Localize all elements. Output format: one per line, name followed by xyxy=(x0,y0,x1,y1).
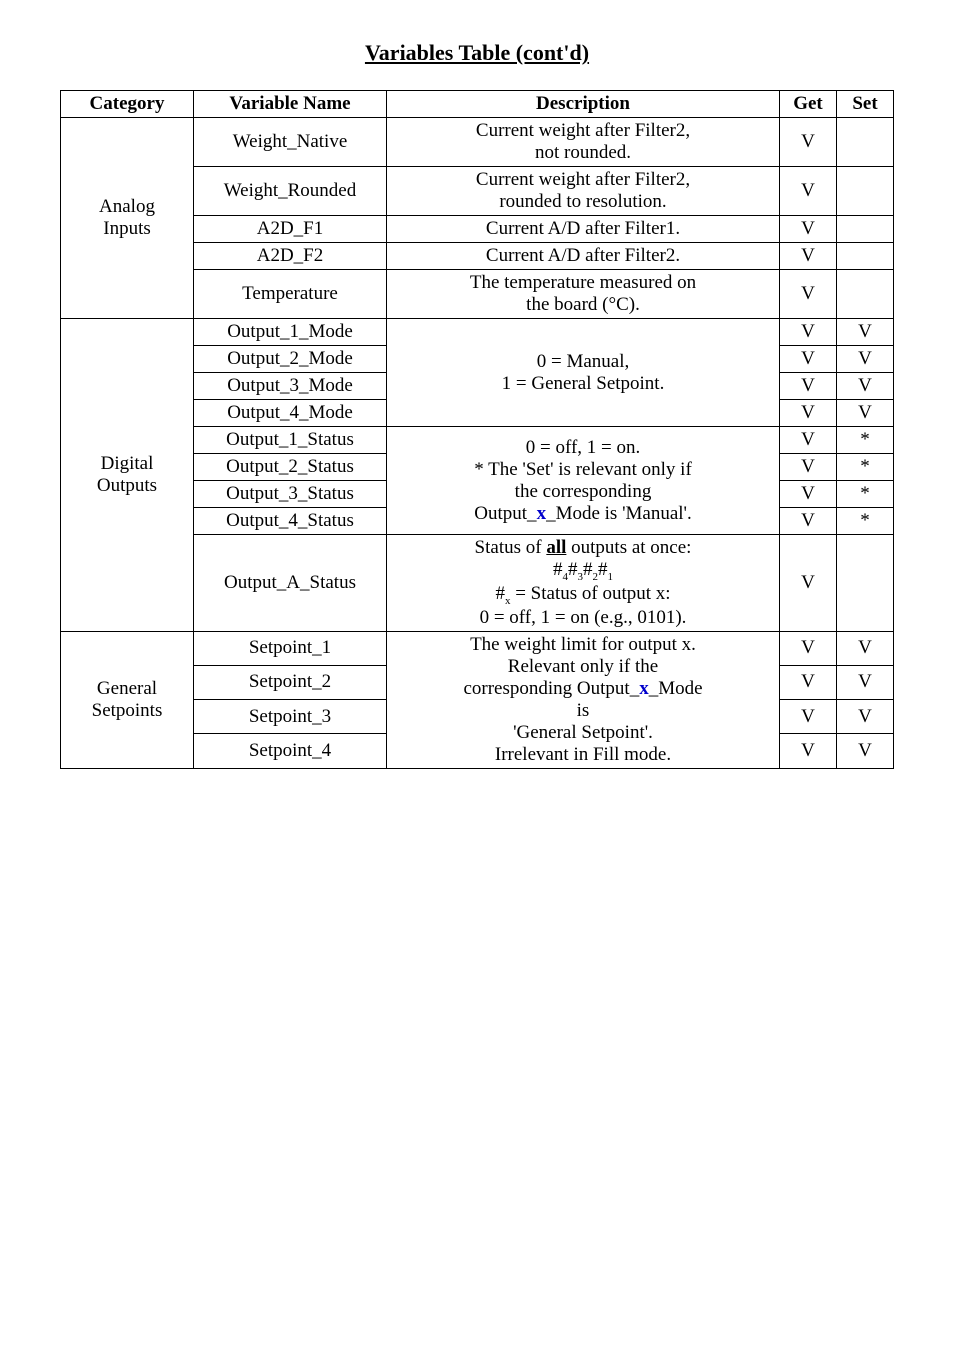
table-row: Analog Inputs Weight_Native Current weig… xyxy=(61,118,894,167)
get-mark: V xyxy=(780,118,837,167)
header-description: Description xyxy=(387,91,780,118)
set-mark: V xyxy=(837,319,894,346)
variables-table: Category Variable Name Description Get S… xyxy=(60,90,894,769)
desc-setpoints: The weight limit for output x. Relevant … xyxy=(387,631,780,768)
category-analog-inputs: Analog Inputs xyxy=(61,118,194,319)
var-temperature: Temperature xyxy=(194,270,387,319)
var-output-a-status: Output_A_Status xyxy=(194,535,387,632)
table-row: General Setpoints Setpoint_1 The weight … xyxy=(61,631,894,665)
page-title: Variables Table (cont'd) xyxy=(60,40,894,66)
get-mark: V xyxy=(780,216,837,243)
set-mark xyxy=(837,243,894,270)
table-row: Digital Outputs Output_1_Mode 0 = Manual… xyxy=(61,319,894,346)
var-weight-native: Weight_Native xyxy=(194,118,387,167)
set-mark xyxy=(837,270,894,319)
get-mark: V xyxy=(780,535,837,632)
set-mark: V xyxy=(837,665,894,699)
var-setpoint-2: Setpoint_2 xyxy=(194,665,387,699)
get-mark: V xyxy=(780,734,837,768)
desc-weight-rounded: Current weight after Filter2, rounded to… xyxy=(387,167,780,216)
set-mark xyxy=(837,167,894,216)
set-mark: * xyxy=(837,481,894,508)
category-general-setpoints: General Setpoints xyxy=(61,631,194,768)
header-set: Set xyxy=(837,91,894,118)
get-mark: V xyxy=(780,243,837,270)
get-mark: V xyxy=(780,270,837,319)
var-output-1-mode: Output_1_Mode xyxy=(194,319,387,346)
get-mark: V xyxy=(780,319,837,346)
var-setpoint-1: Setpoint_1 xyxy=(194,631,387,665)
get-mark: V xyxy=(780,167,837,216)
var-a2d-f2: A2D_F2 xyxy=(194,243,387,270)
header-get: Get xyxy=(780,91,837,118)
desc-output-status: 0 = off, 1 = on. * The 'Set' is relevant… xyxy=(387,427,780,535)
get-mark: V xyxy=(780,631,837,665)
set-mark: V xyxy=(837,631,894,665)
get-mark: V xyxy=(780,346,837,373)
var-setpoint-4: Setpoint_4 xyxy=(194,734,387,768)
var-output-2-status: Output_2_Status xyxy=(194,454,387,481)
get-mark: V xyxy=(780,373,837,400)
var-a2d-f1: A2D_F1 xyxy=(194,216,387,243)
var-setpoint-3: Setpoint_3 xyxy=(194,700,387,734)
var-weight-rounded: Weight_Rounded xyxy=(194,167,387,216)
get-mark: V xyxy=(780,700,837,734)
desc-a2d-f1: Current A/D after Filter1. xyxy=(387,216,780,243)
var-output-3-mode: Output_3_Mode xyxy=(194,373,387,400)
header-variable: Variable Name xyxy=(194,91,387,118)
desc-output-a-status: Status of all outputs at once: #4#3#2#1 … xyxy=(387,535,780,632)
var-output-1-status: Output_1_Status xyxy=(194,427,387,454)
var-output-4-mode: Output_4_Mode xyxy=(194,400,387,427)
var-output-4-status: Output_4_Status xyxy=(194,508,387,535)
desc-a2d-f2: Current A/D after Filter2. xyxy=(387,243,780,270)
set-mark: * xyxy=(837,508,894,535)
desc-output-mode: 0 = Manual, 1 = General Setpoint. xyxy=(387,319,780,427)
get-mark: V xyxy=(780,481,837,508)
get-mark: V xyxy=(780,508,837,535)
header-category: Category xyxy=(61,91,194,118)
desc-weight-native: Current weight after Filter2, not rounde… xyxy=(387,118,780,167)
table-header-row: Category Variable Name Description Get S… xyxy=(61,91,894,118)
set-mark: V xyxy=(837,373,894,400)
get-mark: V xyxy=(780,454,837,481)
set-mark: V xyxy=(837,734,894,768)
set-mark: * xyxy=(837,427,894,454)
desc-temperature: The temperature measured on the board (°… xyxy=(387,270,780,319)
set-mark xyxy=(837,118,894,167)
set-mark: V xyxy=(837,346,894,373)
set-mark: V xyxy=(837,700,894,734)
category-digital-outputs: Digital Outputs xyxy=(61,319,194,632)
set-mark: * xyxy=(837,454,894,481)
set-mark xyxy=(837,535,894,632)
get-mark: V xyxy=(780,427,837,454)
get-mark: V xyxy=(780,400,837,427)
get-mark: V xyxy=(780,665,837,699)
set-mark xyxy=(837,216,894,243)
var-output-3-status: Output_3_Status xyxy=(194,481,387,508)
var-output-2-mode: Output_2_Mode xyxy=(194,346,387,373)
set-mark: V xyxy=(837,400,894,427)
